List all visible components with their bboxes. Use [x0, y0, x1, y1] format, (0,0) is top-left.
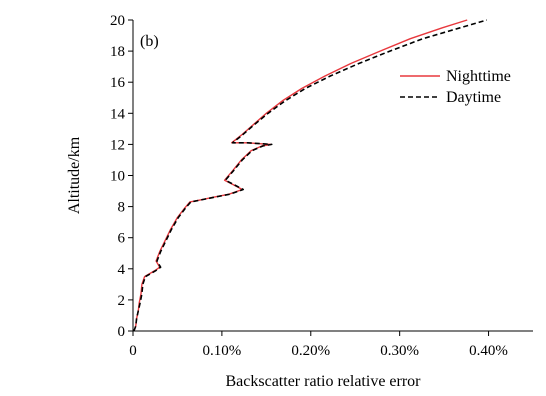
y-tick-label: 12	[110, 137, 125, 153]
x-tick-label: 0.30%	[380, 343, 419, 359]
x-tick-label: 0.40%	[469, 343, 508, 359]
ticks-layer: 0 2 4 6 8 10 12 14 16 18 20 0 0.10% 0.20% 0.30% 0.40%	[110, 13, 508, 359]
x-axis-title: Backscatter ratio relative error	[226, 373, 422, 390]
x-tick-label: 0	[129, 343, 137, 359]
y-tick-label: 8	[118, 200, 126, 216]
legend: Nighttime Daytime	[400, 68, 511, 106]
y-tick-label: 14	[110, 106, 126, 122]
y-tick-label: 20	[110, 13, 125, 29]
legend-label-daytime: Daytime	[446, 89, 501, 106]
series-line-daytime	[133, 19, 488, 332]
x-tick-label: 0.10%	[203, 343, 242, 359]
y-tick-label: 10	[110, 169, 125, 185]
y-tick-label: 6	[118, 231, 126, 247]
y-axis-title: Altitude/km	[66, 136, 83, 214]
series-line-nighttime	[133, 19, 468, 332]
y-tick-label: 4	[118, 262, 126, 278]
panel-label: (b)	[140, 33, 159, 50]
y-tick-label: 0	[118, 324, 126, 340]
legend-label-nighttime: Nighttime	[446, 68, 511, 85]
series-layer	[133, 19, 488, 332]
y-tick-label: 2	[118, 293, 126, 309]
y-tick-label: 18	[110, 44, 125, 60]
x-tick-label: 0.20%	[291, 343, 330, 359]
axes-layer	[132, 20, 533, 332]
y-tick-label: 16	[110, 75, 126, 91]
